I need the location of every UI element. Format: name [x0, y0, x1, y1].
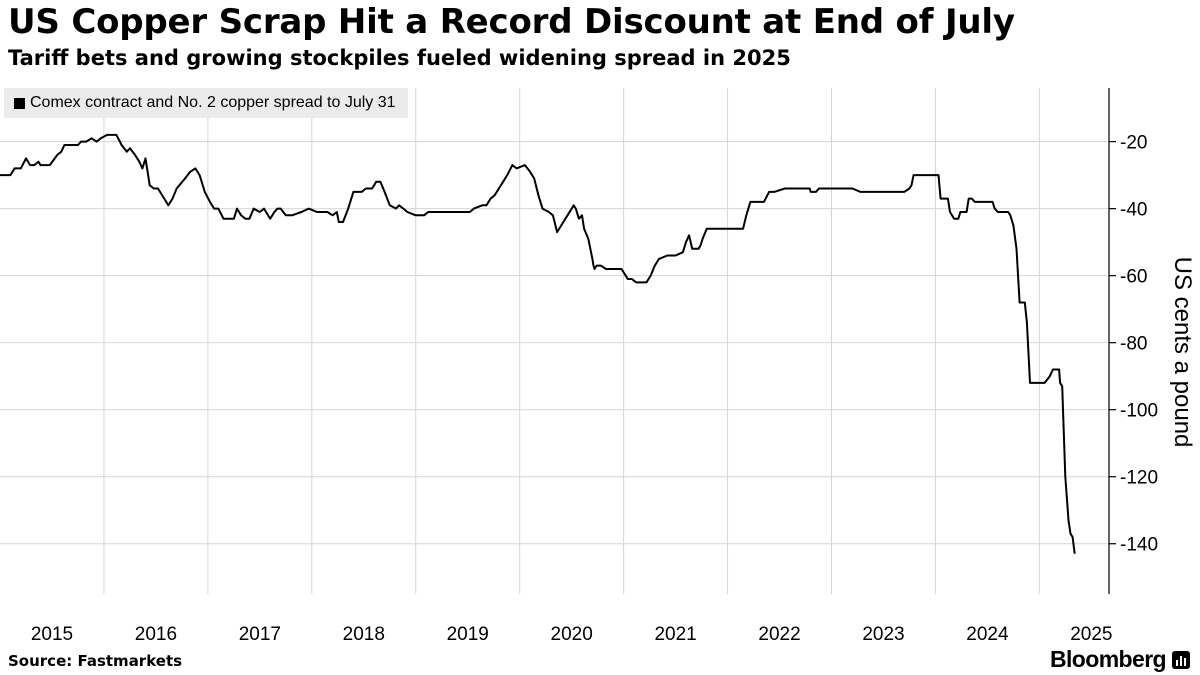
chart-subtitle: Tariff bets and growing stockpiles fuele… [8, 46, 791, 70]
brand-name: Bloomberg [1050, 646, 1167, 672]
series-line [0, 133, 1076, 554]
x-tick-label: 2015 [31, 624, 73, 645]
y-tick-label: -40 [1120, 200, 1147, 221]
x-tick-label: 2024 [966, 624, 1009, 645]
brand-logo: Bloomberg [1050, 646, 1190, 673]
x-ticks: 2015 2016 2017 2018 2019 2020 2021 2022 2023 2024… [31, 624, 1113, 645]
x-tick-label: 2020 [551, 624, 593, 645]
legend-swatch [14, 97, 25, 109]
source-note: Source: Fastmarkets [8, 652, 183, 670]
x-tick-label: 2016 [135, 624, 177, 645]
x-tick-label: 2018 [343, 624, 385, 645]
bar-chart-icon [1172, 650, 1190, 669]
chart-title: US Copper Scrap Hit a Record Discount at… [8, 2, 1015, 42]
gridlines [0, 88, 1109, 594]
x-tick-label: 2025 [1070, 624, 1112, 645]
y-tick-label: -80 [1120, 334, 1147, 355]
y-tick-label: -60 [1120, 267, 1147, 288]
y-axis-label: US cents a pound [1169, 257, 1196, 448]
y-tick-label: -100 [1120, 401, 1158, 422]
y-ticks: -20 -40 -60 -80 -100 -120 -140 [1109, 133, 1158, 556]
x-tick-label: 2017 [239, 624, 281, 645]
legend-label: Comex contract and No. 2 copper spread t… [30, 94, 396, 111]
y-tick-label: -20 [1120, 133, 1147, 154]
legend: Comex contract and No. 2 copper spread t… [4, 88, 408, 118]
x-tick-label: 2022 [758, 624, 800, 645]
x-tick-label: 2023 [862, 624, 904, 645]
x-tick-label: 2019 [447, 624, 489, 645]
y-tick-label: -120 [1120, 468, 1158, 489]
series [0, 133, 1076, 554]
y-tick-label: -140 [1120, 535, 1158, 556]
x-tick-label: 2021 [654, 624, 696, 645]
